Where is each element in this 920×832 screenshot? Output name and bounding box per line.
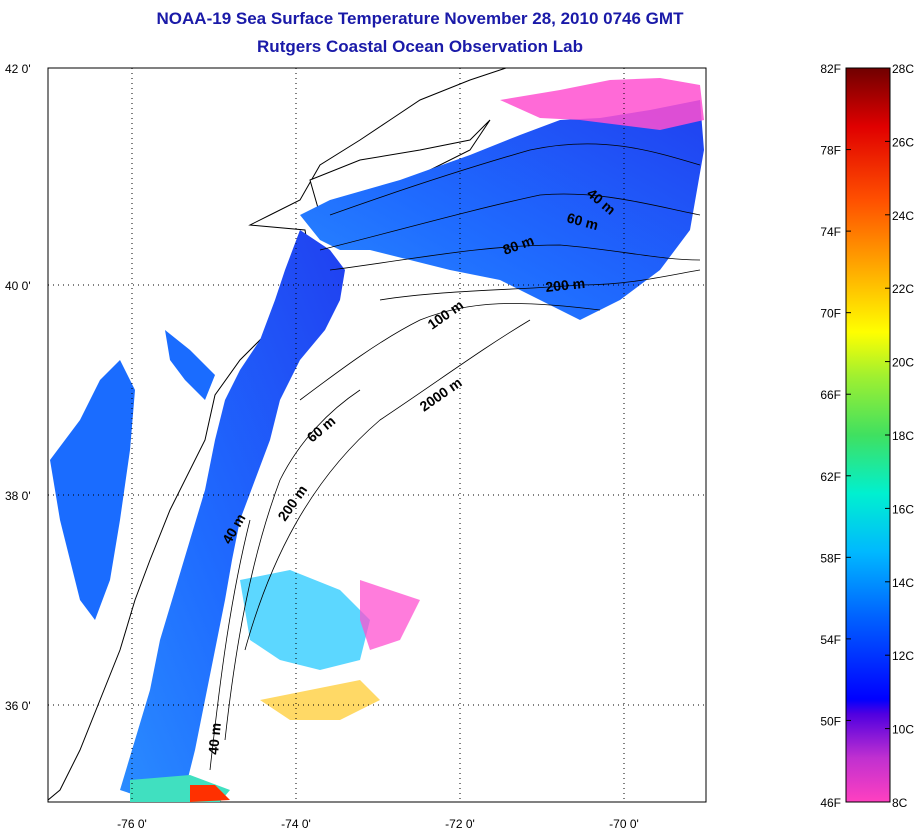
- colorbar-c-label: 26C: [892, 135, 914, 149]
- contour-label: 60 m: [565, 209, 600, 233]
- isobath-40m: [329, 143, 701, 216]
- lon-label: -70 0': [609, 817, 639, 831]
- colorbar-c-label: 22C: [892, 282, 914, 296]
- contour-label: 40 m: [205, 722, 224, 755]
- sst-warm-patch-hatteras: [260, 680, 380, 720]
- colorbar-ticks: 82F 78F 74F 70F 66F 62F 58F 54F 50F 46F 28C 26C 24C 2…: [820, 62, 914, 810]
- sst-cold-patch-cape-cod: [500, 78, 704, 130]
- colorbar-c-label: 16C: [892, 502, 914, 516]
- colorbar-f-label: 46F: [820, 796, 841, 810]
- colorbar-c-label: 10C: [892, 723, 914, 737]
- sst-hot-patch: [190, 785, 230, 802]
- map-title: NOAA-19 Sea Surface Temperature November…: [156, 9, 684, 28]
- isobath-40m-south: [209, 519, 251, 771]
- sst-swath-mid-atlantic: [120, 230, 345, 800]
- contour-label: 200 m: [545, 275, 586, 295]
- sst-cold-fleck: [360, 580, 420, 650]
- sst-swath-new-england: [300, 100, 704, 320]
- lat-label: 36 0': [5, 699, 31, 713]
- isobath-60m-south: [224, 389, 361, 741]
- lat-label: 38 0': [5, 489, 31, 503]
- isobath-60m: [319, 193, 701, 251]
- colorbar-c-label: 12C: [892, 649, 914, 663]
- isobath-100m: [299, 303, 601, 401]
- colorbar-c-label: 14C: [892, 576, 914, 590]
- lat-label: 40 0': [5, 279, 31, 293]
- colorbar-c-label: 24C: [892, 209, 914, 223]
- isobath-2000m: [244, 319, 531, 651]
- sst-warm-eddy: [240, 570, 370, 670]
- colorbar-f-label: 62F: [820, 470, 841, 484]
- colorbar-c-label: 20C: [892, 356, 914, 370]
- lon-label: -76 0': [117, 817, 147, 831]
- colorbar-c-label: 28C: [892, 62, 914, 76]
- colorbar-f-label: 82F: [820, 62, 841, 76]
- colorbar-f-label: 70F: [820, 307, 841, 321]
- sst-chesapeake-bay: [50, 360, 135, 620]
- lon-label: -74 0': [281, 817, 311, 831]
- colorbar-f-label: 78F: [820, 144, 841, 158]
- sst-delaware-bay: [165, 330, 215, 400]
- colorbar-c-label: 18C: [892, 429, 914, 443]
- colorbar-f-label: 74F: [820, 225, 841, 239]
- map-subtitle: Rutgers Coastal Ocean Observation Lab: [257, 37, 583, 56]
- lon-label: -72 0': [445, 817, 475, 831]
- colorbar-f-label: 50F: [820, 714, 841, 728]
- isobath-80m: [329, 244, 701, 271]
- colorbar-f-label: 66F: [820, 388, 841, 402]
- colorbar-f-label: 54F: [820, 633, 841, 647]
- lat-label: 42 0': [5, 62, 31, 76]
- colorbar: [845, 67, 891, 803]
- colorbar-f-label: 58F: [820, 551, 841, 565]
- colorbar-c-label: 8C: [892, 796, 908, 810]
